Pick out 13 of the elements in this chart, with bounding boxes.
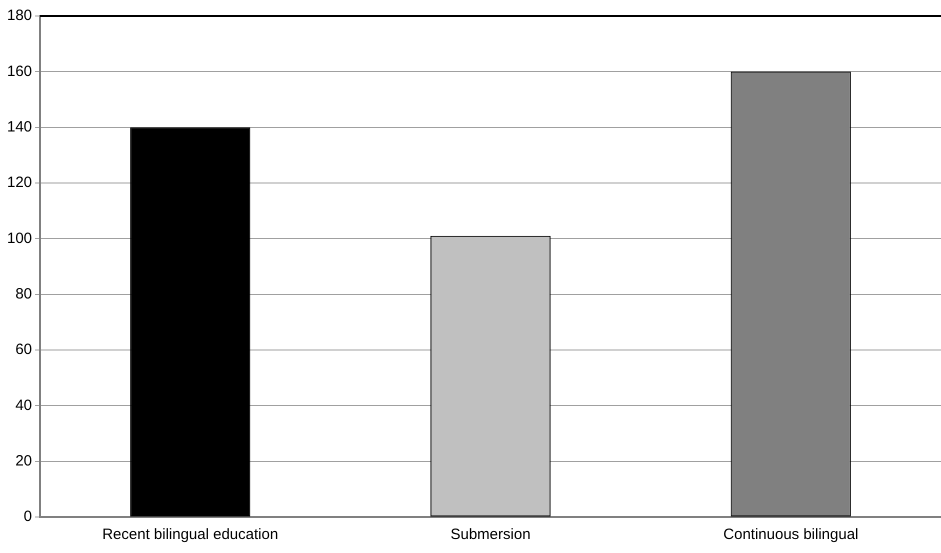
y-tick-label: 20 xyxy=(15,452,32,470)
y-tick-label: 160 xyxy=(6,62,32,80)
x-tick-label: Recent bilingual education xyxy=(102,526,278,544)
y-tick-label: 60 xyxy=(15,341,32,358)
y-tick-label: 40 xyxy=(15,396,32,414)
x-tick-label: Submersion xyxy=(450,526,531,544)
y-tick-label: 140 xyxy=(6,118,32,136)
y-tick-label: 0 xyxy=(24,508,32,526)
y-tick-label: 120 xyxy=(6,174,32,192)
x-tick-label: Continuous bilingual xyxy=(723,526,858,544)
y-tick-label: 100 xyxy=(6,230,32,247)
y-tick-label: 180 xyxy=(6,7,32,24)
y-tick-label: 80 xyxy=(15,285,32,302)
